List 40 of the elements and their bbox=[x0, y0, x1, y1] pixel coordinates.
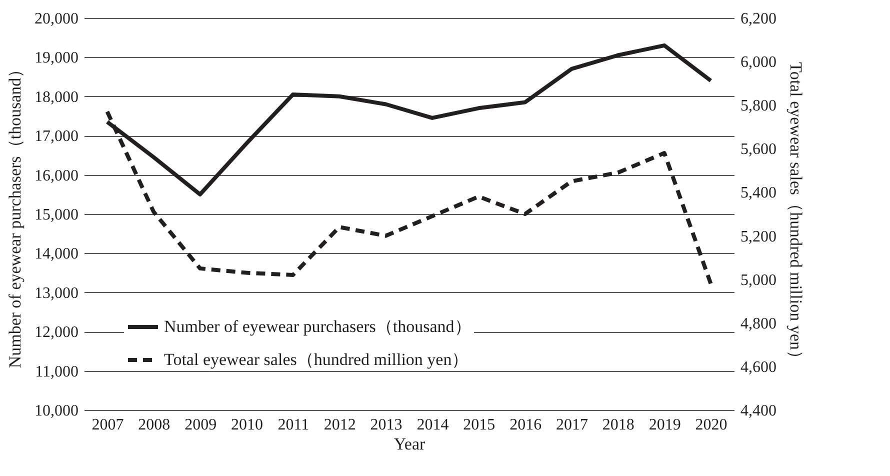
y-tick-label: 15,000 bbox=[34, 206, 78, 224]
x-tick-label: 2016 bbox=[510, 416, 542, 434]
x-axis-title: Year bbox=[394, 434, 426, 454]
x-tick-label: 2019 bbox=[648, 416, 681, 434]
x-tick-label: 2011 bbox=[278, 416, 310, 434]
y-tick-label: 16,000 bbox=[34, 167, 78, 184]
y-tick-label: 20,000 bbox=[34, 10, 78, 28]
y2-tick-label: 4,600 bbox=[740, 358, 776, 376]
x-tick-label: 2020 bbox=[695, 416, 728, 434]
y-tick-label: 10,000 bbox=[34, 402, 78, 420]
y2-tick-label: 6,000 bbox=[740, 54, 776, 72]
x-tick-label: 2014 bbox=[416, 416, 449, 434]
y2-tick-label: 4,400 bbox=[740, 402, 776, 420]
x-tick-label: 2009 bbox=[184, 416, 217, 434]
x-tick-label: 2018 bbox=[602, 416, 634, 434]
y2-axis-title: Total eyewear sales（hundred million yen） bbox=[786, 62, 806, 367]
y-tick-label: 12,000 bbox=[34, 324, 78, 342]
y-tick-label: 17,000 bbox=[34, 128, 78, 146]
x-tick-label: 2010 bbox=[231, 416, 263, 434]
y-tick-label: 11,000 bbox=[35, 363, 78, 380]
x-tick-label: 2007 bbox=[92, 416, 124, 434]
y-axis-title: Number of eyewear purchasers（thousand） bbox=[6, 60, 24, 368]
y-tick-label: 19,000 bbox=[34, 50, 78, 67]
y2-tick-label: 5,000 bbox=[740, 272, 776, 289]
y2-tick-label: 5,200 bbox=[740, 228, 776, 246]
x-tick-label: 2012 bbox=[324, 416, 356, 434]
x-tick-label: 2013 bbox=[370, 416, 402, 434]
x-tick-label: 2017 bbox=[556, 416, 588, 434]
y2-tick-label: 5,400 bbox=[740, 184, 776, 202]
y-tick-label: 18,000 bbox=[34, 88, 78, 106]
legend-label: Number of eyewear purchasers（thousand） bbox=[164, 317, 472, 336]
y2-tick-label: 4,800 bbox=[740, 315, 776, 332]
y2-tick-label: 6,200 bbox=[740, 10, 776, 28]
y2-tick-label: 5,600 bbox=[740, 141, 776, 158]
legend-label: Total eyewear sales（hundred million yen） bbox=[164, 350, 469, 369]
y-tick-label: 13,000 bbox=[34, 284, 78, 302]
x-tick-label: 2015 bbox=[463, 416, 496, 434]
x-tick-label: 2008 bbox=[138, 416, 170, 434]
y-tick-label: 14,000 bbox=[34, 246, 78, 263]
y2-tick-label: 5,800 bbox=[740, 98, 776, 115]
